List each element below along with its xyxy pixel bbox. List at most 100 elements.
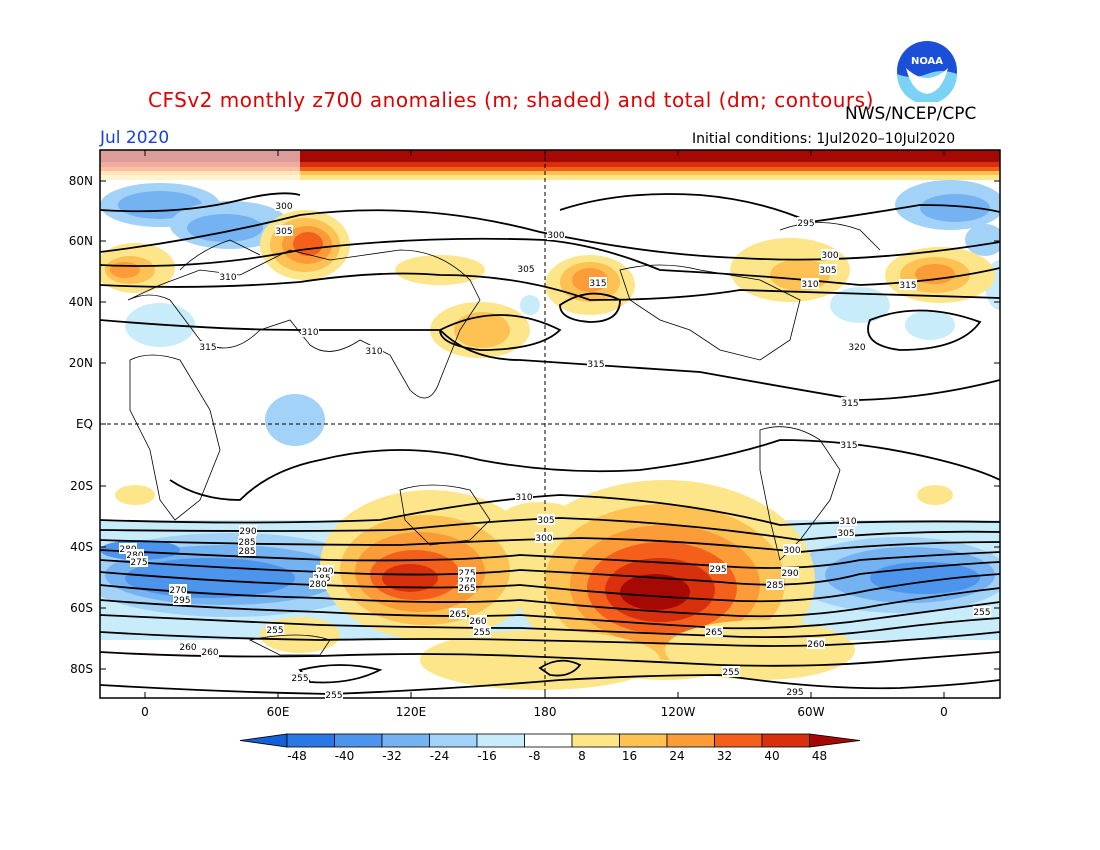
- contour-label: 295: [709, 565, 726, 575]
- colorbar-bin: [571, 733, 620, 748]
- contour-label-bg: [781, 567, 799, 578]
- contour-label: 285: [238, 538, 255, 548]
- initial-conditions: Initial conditions: 1Jul2020–10Jul2020: [692, 131, 956, 147]
- colorbar-tick-label: -40: [335, 749, 355, 763]
- contour-label: 300: [547, 231, 564, 241]
- lon-label: 60E: [267, 705, 290, 719]
- contour-label-bg: [819, 264, 837, 275]
- contour-label-bg: [535, 532, 553, 543]
- lat-label: 40S: [70, 540, 93, 554]
- colorbar-bin: [334, 733, 383, 748]
- svg-text:NOAA: NOAA: [911, 56, 943, 67]
- forecast-month: Jul 2020: [100, 128, 170, 148]
- contour-label-bg: [469, 615, 487, 626]
- contour-label: 260: [201, 648, 218, 658]
- contour-label-bg: [705, 626, 723, 637]
- contour-label-bg: [449, 608, 467, 619]
- colorbar-tick-label: 40: [764, 749, 779, 763]
- colorbar-bin: [476, 733, 525, 748]
- contour-label-bg: [130, 556, 148, 567]
- contour-label-bg: [783, 544, 801, 555]
- contour-label: 305: [819, 266, 836, 276]
- contour-label-bg: [458, 567, 476, 578]
- contour-label: 320: [848, 343, 865, 353]
- lon-label: 120E: [396, 705, 427, 719]
- contour-label-bg: [126, 549, 144, 560]
- contour-label-bg: [309, 578, 327, 589]
- contour-label-bg: [722, 666, 740, 677]
- contour-label: 305: [837, 529, 854, 539]
- contours: [100, 192, 1000, 695]
- contour-label-bg: [266, 624, 284, 635]
- contour-label: 315: [589, 279, 606, 289]
- contour-label-bg: [841, 397, 859, 408]
- contour-label-bg: [325, 689, 343, 700]
- colorbar-bin: [714, 733, 763, 748]
- contour-label: 285: [238, 547, 255, 557]
- contour-label: 315: [199, 343, 216, 353]
- contour-labels: 3003053103153053002953003053103153103153…: [119, 200, 991, 701]
- colorbar-tick-label: 32: [717, 749, 732, 763]
- colorbar-tick-label: 16: [622, 749, 637, 763]
- contour-label: 280: [309, 580, 326, 590]
- contour-label-bg: [840, 439, 858, 450]
- contour-label: 275: [458, 569, 475, 579]
- contour-label: 275: [130, 558, 147, 568]
- contour-label: 300: [783, 546, 800, 556]
- chart-title: CFSv2 monthly z700 anomalies (m; shaded)…: [148, 88, 874, 112]
- contour-label: 265: [458, 584, 475, 594]
- arctic-positive-anomaly: [100, 150, 1000, 188]
- contour-label-bg: [821, 249, 839, 260]
- contour-label-bg: [709, 563, 727, 574]
- contour-label-bg: [766, 579, 784, 590]
- contour-label-bg: [219, 271, 237, 282]
- contour-label: 310: [801, 280, 818, 290]
- contour-label: 260: [469, 617, 486, 627]
- contour-label: 255: [266, 626, 283, 636]
- colorbar: -48 -40 -32 -24 -16 -8 8 16 24 32 40 48: [239, 733, 861, 763]
- contour-label: 295: [173, 596, 190, 606]
- contour-label: 255: [325, 691, 342, 701]
- lon-label: 180: [534, 705, 557, 719]
- contour-label: 310: [219, 273, 236, 283]
- contour-label-bg: [291, 672, 309, 683]
- contour-label-bg: [839, 515, 857, 526]
- colorbar-bin: [666, 733, 715, 748]
- contour-label: 255: [973, 608, 990, 618]
- contour-label-bg: [169, 584, 187, 595]
- contour-label-bg: [899, 279, 917, 290]
- agency-label: NWS/NCEP/CPC: [845, 104, 977, 124]
- contour-label-bg: [119, 543, 137, 554]
- colorbar-tick-label: -24: [430, 749, 450, 763]
- colorbar-tick-label: -16: [477, 749, 497, 763]
- colorbar-bin: [286, 733, 335, 748]
- contour-label: 285: [766, 581, 783, 591]
- contour-label: 315: [841, 399, 858, 409]
- contour-label: 260: [807, 640, 824, 650]
- contour-label: 315: [587, 360, 604, 370]
- longitude-axis: 0 60E 120E 180 120W 60W 0: [141, 150, 948, 719]
- contour-label-bg: [848, 341, 866, 352]
- contour-label-bg: [275, 225, 293, 236]
- contour-label-bg: [199, 341, 217, 352]
- contour-label: 270: [169, 586, 186, 596]
- contour-label: 310: [515, 493, 532, 503]
- north-negative-anomalies: [100, 180, 1000, 446]
- contour-label-bg: [587, 358, 605, 369]
- contour-label-bg: [473, 626, 491, 637]
- colorbar-tick-label: -32: [382, 749, 402, 763]
- colorbar-tick-label: 48: [812, 749, 827, 763]
- colorbar-tick-label: 24: [669, 749, 684, 763]
- colorbar-tick-label: -8: [529, 749, 541, 763]
- contour-label: 300: [535, 534, 552, 544]
- contour-label-bg: [837, 527, 855, 538]
- contour-label: 310: [301, 328, 318, 338]
- contour-label-bg: [238, 545, 256, 556]
- contour-label-bg: [458, 582, 476, 593]
- lon-label: 120W: [661, 705, 696, 719]
- lat-label: 60N: [69, 234, 93, 248]
- contour-label: 295: [786, 688, 803, 698]
- contour-label-bg: [173, 594, 191, 605]
- lat-label: EQ: [76, 417, 93, 431]
